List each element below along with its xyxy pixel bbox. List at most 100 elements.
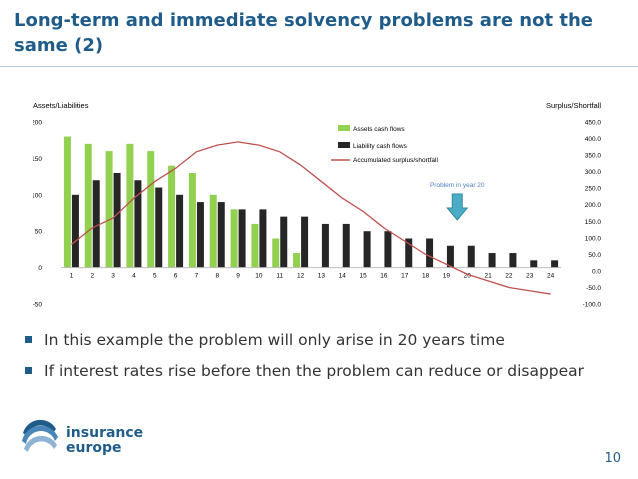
category-label: 2: [90, 273, 94, 280]
logo-globe-icon: [22, 419, 58, 452]
liability-bar: [321, 223, 329, 268]
bullet-item: In this example the problem will only ar…: [24, 330, 604, 350]
right-axis-ticks: -100.0 -50.0 0.0 50.0 100.0 150.0 200.0 250.0 30…: [583, 120, 602, 309]
category-label: 20: [464, 273, 472, 280]
down-arrow-icon: [446, 193, 469, 221]
right-tick-label: 450.0: [585, 120, 602, 127]
cash-flow-chart: Assets/Liabilities Surplus/Shortfall -50…: [33, 98, 605, 314]
right-tick-label: 250.0: [585, 186, 602, 193]
category-label: 13: [318, 273, 326, 280]
category-label: 8: [215, 273, 219, 280]
liability-bar: [259, 209, 267, 268]
category-label: 6: [174, 273, 178, 280]
legend-swatch-liabilities: [338, 142, 350, 148]
left-tick-label: 200: [33, 120, 42, 127]
liability-bar: [405, 238, 413, 268]
liability-bar: [155, 187, 163, 268]
category-label: 4: [132, 273, 136, 280]
category-label: 23: [526, 273, 534, 280]
liability-bar: [176, 194, 184, 268]
surplus-line-layer: [71, 141, 551, 295]
left-tick-label: 0: [38, 265, 42, 272]
asset-bar: [147, 151, 155, 268]
category-label: 12: [297, 273, 305, 280]
asset-bar: [63, 136, 71, 268]
chart-legend: Assets cash flows Liability cash flows A…: [331, 125, 438, 164]
category-label: 15: [359, 273, 367, 280]
title-divider: [0, 66, 638, 67]
liability-bar: [280, 216, 288, 268]
category-label: 10: [255, 273, 263, 280]
left-tick-label: 50: [35, 229, 43, 236]
left-tick-label: 150: [33, 156, 42, 163]
category-label: 18: [422, 273, 430, 280]
right-tick-label: 50.0: [588, 252, 601, 259]
asset-bar: [293, 253, 301, 268]
liability-bar: [467, 245, 475, 268]
legend-label-surplus: Accumulated surplus/shortfall: [353, 157, 438, 164]
category-label: 14: [339, 273, 347, 280]
problem-callout-text: Problem in year 20: [430, 182, 485, 189]
asset-bar: [126, 143, 134, 268]
liability-bar: [530, 260, 538, 268]
legend-swatch-assets: [338, 125, 350, 131]
bullet-marker: [25, 367, 32, 374]
left-axis-title: Assets/Liabilities: [33, 101, 89, 110]
bullet-list: In this example the problem will only ar…: [24, 330, 604, 392]
asset-bar: [251, 223, 259, 268]
liability-bar: [238, 209, 246, 268]
category-label: 19: [443, 273, 451, 280]
chart-svg: Assets/Liabilities Surplus/Shortfall -50…: [33, 101, 602, 309]
category-labels: 1 2 3 4 5 6 7 8 9 10 11 12 13 14 15 16 17 18 19 20 21 22 23 24: [70, 273, 555, 280]
right-tick-label: 350.0: [585, 153, 602, 160]
surplus-line: [71, 141, 551, 295]
logo-text-line1: insurance: [66, 425, 144, 441]
category-label: 1: [70, 273, 74, 280]
asset-bar: [188, 172, 196, 268]
liability-bar: [71, 194, 79, 268]
page-number: 10: [604, 451, 621, 466]
liability-bar: [113, 172, 121, 268]
category-label: 5: [153, 273, 157, 280]
asset-bar: [272, 238, 280, 268]
bar-series: [63, 136, 559, 268]
legend-label-liabilities: Liability cash flows: [353, 143, 408, 150]
liability-bar: [217, 202, 225, 268]
category-label: 7: [195, 273, 199, 280]
right-axis-title: Surplus/Shortfall: [546, 101, 601, 110]
left-tick-label: -50: [33, 302, 42, 309]
asset-bar: [209, 194, 217, 268]
bullet-item: If interest rates rise before then the p…: [24, 361, 604, 381]
bullet-text: In this example the problem will only ar…: [44, 331, 505, 349]
right-tick-label: 0.0: [592, 268, 601, 275]
insurance-europe-logo: insurance europe: [20, 417, 144, 465]
liability-bar: [92, 180, 100, 268]
legend-label-assets: Assets cash flows: [353, 126, 405, 133]
liability-bar: [301, 216, 309, 268]
liability-bar: [551, 260, 559, 268]
category-label: 24: [547, 273, 555, 280]
bullet-text: If interest rates rise before then the p…: [44, 362, 585, 380]
liability-bar: [446, 245, 454, 268]
liability-bar: [384, 231, 392, 268]
slide-title: Long-term and immediate solvency problem…: [14, 10, 593, 56]
asset-bar: [105, 151, 113, 268]
liability-bar: [196, 202, 204, 268]
left-tick-label: 100: [33, 192, 42, 199]
right-tick-label: 400.0: [585, 136, 602, 143]
left-axis-ticks: -50 0 50 100 150 200: [33, 120, 42, 309]
right-tick-label: -50.0: [586, 285, 601, 292]
category-label: 3: [111, 273, 115, 280]
liability-bar: [134, 180, 142, 268]
asset-bar: [168, 165, 176, 268]
right-tick-label: 150.0: [585, 219, 602, 226]
logo-text-line2: europe: [66, 440, 122, 456]
bullet-marker: [25, 336, 32, 343]
category-label: 22: [505, 273, 513, 280]
asset-bar: [230, 209, 238, 268]
right-tick-label: -100.0: [583, 302, 602, 309]
liability-bar: [426, 238, 434, 268]
right-tick-label: 100.0: [585, 235, 602, 242]
category-label: 11: [276, 273, 283, 280]
category-label: 16: [380, 273, 388, 280]
